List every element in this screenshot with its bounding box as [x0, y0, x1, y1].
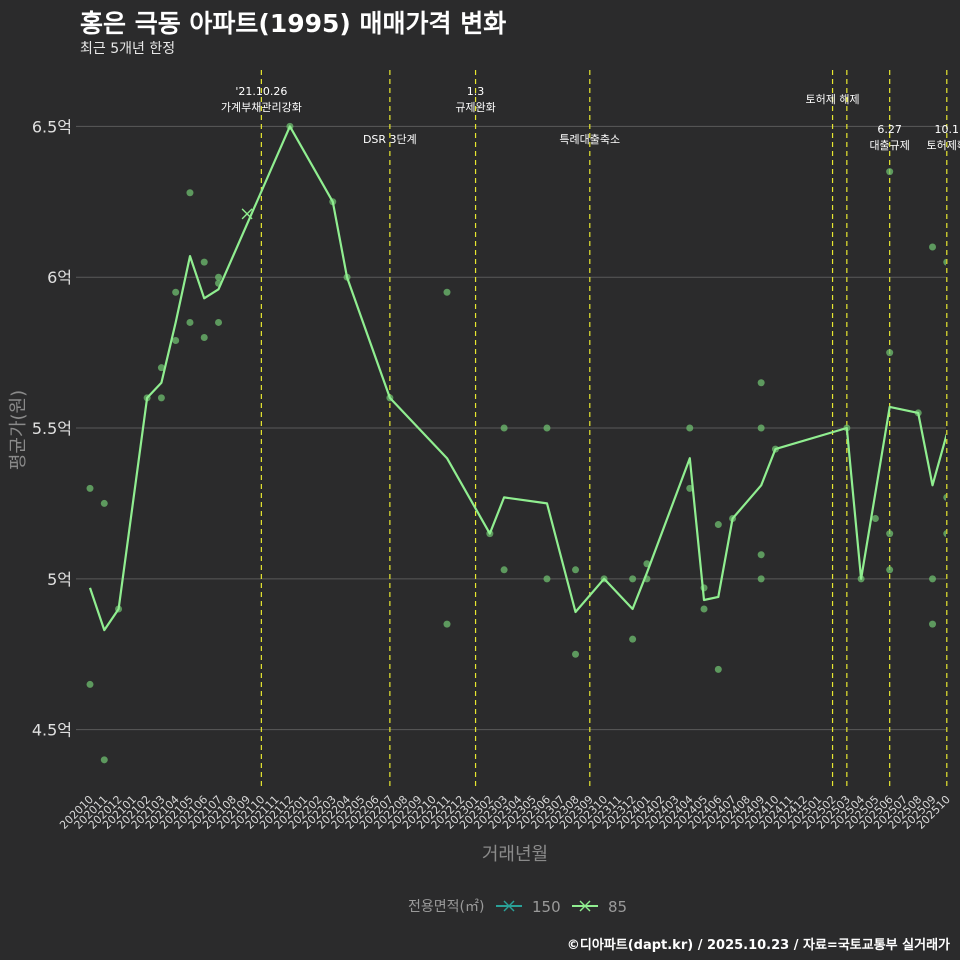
data-point-85: [443, 620, 451, 628]
data-point-85: [629, 635, 637, 643]
data-point-85: [200, 258, 208, 266]
data-point-150: [241, 208, 253, 220]
data-point-85: [443, 288, 451, 296]
legend-label: 150: [532, 898, 561, 916]
data-point-85: [757, 551, 765, 559]
legend-item-150: 150: [496, 898, 561, 916]
event-date: 10.1: [935, 123, 960, 136]
data-point-85: [700, 605, 708, 613]
event-date: 6.27: [877, 123, 902, 136]
legend-item-85: 85: [572, 898, 627, 916]
data-point-85: [86, 484, 94, 492]
data-point-85: [629, 575, 637, 583]
data-point-85: [543, 424, 551, 432]
event-date: '21.10.26: [235, 85, 287, 98]
event-label: 토허제 해제: [806, 92, 860, 106]
data-point-85: [714, 665, 722, 673]
data-point-85: [543, 575, 551, 583]
data-point-85: [86, 680, 94, 688]
series-line-85: [88, 125, 946, 632]
data-point-85: [886, 349, 894, 357]
data-point-85: [500, 424, 508, 432]
data-point-85: [929, 620, 937, 628]
data-point-85: [757, 379, 765, 387]
page-subtitle: 최근 5개년 한정: [80, 41, 176, 57]
data-point-85: [871, 515, 879, 523]
data-point-85: [215, 318, 223, 326]
grid-layer: [76, 125, 946, 731]
data-point-85: [943, 530, 946, 538]
data-point-85: [929, 243, 937, 251]
data-point-85: [172, 337, 180, 345]
y-tick-label: 6억: [47, 268, 72, 287]
data-point-85: [157, 364, 165, 372]
data-point-85: [100, 499, 108, 507]
data-point-85: [886, 530, 894, 538]
page-title: 홍은 극동 아파트(1995) 매매가격 변화: [80, 9, 507, 38]
data-point-85: [172, 288, 180, 296]
legend: 전용면적(㎡) 150 85: [408, 898, 627, 916]
legend-label: 85: [608, 898, 627, 916]
data-point-85: [886, 168, 894, 176]
data-point-85: [757, 575, 765, 583]
data-point-85: [686, 484, 694, 492]
event-label: 토허제확: [927, 139, 960, 152]
event-label: 가계부채관리강화: [221, 101, 302, 114]
y-tick-label: 6.5억: [32, 117, 72, 136]
data-point-85: [943, 493, 946, 501]
y-tick-label: 5억: [47, 570, 72, 589]
data-point-85: [886, 566, 894, 574]
data-point-85: [757, 424, 765, 432]
data-point-85: [200, 334, 208, 342]
data-point-85: [714, 521, 722, 529]
event-label: 규제완화: [455, 101, 495, 114]
data-point-85: [929, 575, 937, 583]
data-point-85: [100, 756, 108, 764]
event-date: 1.3: [467, 85, 485, 98]
source-caption: ©디아파트(dapt.kr) / 2025.10.23 / 자료=국토교통부 실…: [566, 938, 950, 953]
data-point-85: [943, 258, 946, 266]
y-tick-label: 5.5억: [32, 419, 72, 438]
data-point-85: [572, 566, 580, 574]
data-point-85: [686, 424, 694, 432]
event-label: DSR 3단계: [363, 133, 417, 146]
data-point-85: [157, 394, 165, 402]
data-point-85: [186, 318, 194, 326]
y-axis-title: 평균가(원): [8, 390, 29, 470]
data-point-85: [215, 273, 223, 281]
event-label: 대출규제: [869, 139, 909, 152]
axis-layer: 4.5억5억5.5억6억6.5억평균가(원)202010202011202012…: [8, 117, 953, 865]
event-label: 특례대출축소: [559, 133, 620, 146]
y-tick-label: 4.5억: [32, 721, 72, 740]
series-layer: [86, 122, 946, 764]
data-point-85: [572, 650, 580, 658]
legend-title: 전용면적(㎡): [408, 899, 484, 915]
data-point-85: [500, 566, 508, 574]
x-axis-title: 거래년월: [482, 844, 548, 865]
data-point-85: [186, 189, 194, 197]
